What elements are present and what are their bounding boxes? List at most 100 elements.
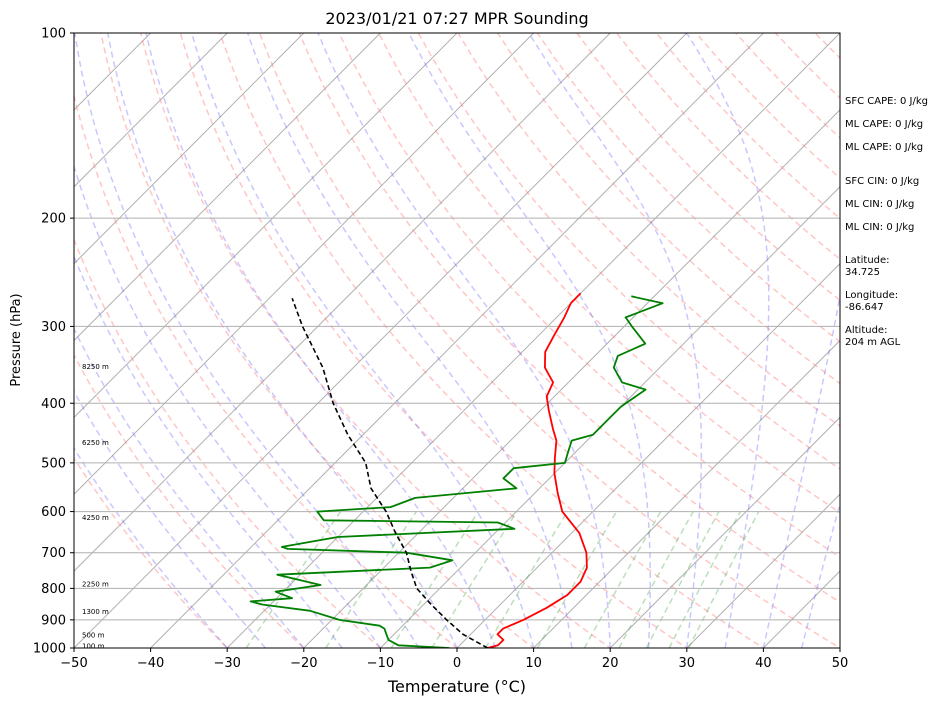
height-label: 1300 m xyxy=(82,608,109,616)
background-lines xyxy=(74,33,840,648)
y-tick-label: 400 xyxy=(41,397,66,412)
dry-adiabat-line xyxy=(74,92,459,648)
x-tick-label: −20 xyxy=(290,656,317,671)
mixing-ratio-line xyxy=(668,511,741,648)
x-axis-label: Temperature (°C) xyxy=(387,677,526,696)
stat-text: -86.647 xyxy=(845,302,884,313)
y-tick-label: 900 xyxy=(41,613,66,628)
y-tick-label: 600 xyxy=(41,505,66,520)
moist-adiabat-line xyxy=(408,33,651,648)
moist-adiabat-line xyxy=(74,33,420,648)
moist-adiabat-line xyxy=(800,501,840,648)
isotherm-line xyxy=(74,33,688,648)
isotherm-line xyxy=(533,339,840,648)
temperature-profile xyxy=(487,292,588,648)
mixing-ratio-line xyxy=(688,511,760,648)
moist-adiabat-line xyxy=(74,163,382,648)
dry-adiabat-line xyxy=(298,33,840,603)
x-tick-label: −40 xyxy=(137,656,164,671)
moist-adiabat-line xyxy=(686,33,770,648)
y-tick-label: 100 xyxy=(41,27,66,42)
stat-text: Longitude: xyxy=(845,290,898,301)
dry-adiabat-line xyxy=(219,33,765,648)
isotherm-line xyxy=(74,33,458,419)
height-label: 4250 m xyxy=(82,514,109,522)
stat-text: ML CIN: 0 J/kg xyxy=(845,222,914,233)
dry-adiabat-line xyxy=(377,33,840,514)
x-tick-label: −50 xyxy=(60,656,87,671)
y-axis-label: Pressure (hPa) xyxy=(9,293,24,386)
moist-adiabat-line xyxy=(145,33,497,648)
isotherm-line xyxy=(226,33,840,648)
stat-text: ML CAPE: 0 J/kg xyxy=(845,142,923,153)
sounding-profiles xyxy=(249,292,664,648)
x-tick-label: −10 xyxy=(367,656,394,671)
moist-adiabat-line xyxy=(762,291,840,648)
isotherm-line xyxy=(609,416,840,648)
y-tick-label: 1000 xyxy=(33,642,66,657)
x-axis-ticks: −50 −40 −30 −20 −10 0 10 20 30 40 50 xyxy=(60,648,848,671)
x-tick-label: 50 xyxy=(832,656,849,671)
dry-adiabat-line xyxy=(74,237,382,648)
moist-adiabat-line xyxy=(246,33,573,648)
dry-adiabat-line xyxy=(179,33,689,648)
isotherm-line xyxy=(686,493,840,648)
isotherm-line xyxy=(380,186,840,648)
isotherm-line xyxy=(74,33,381,342)
isotherm-line xyxy=(303,109,840,648)
x-tick-label: −30 xyxy=(213,656,240,671)
height-label: 100 m xyxy=(82,642,105,650)
moist-adiabat-line xyxy=(106,33,458,648)
dry-adiabat-line xyxy=(74,456,229,648)
stat-text: Altitude: xyxy=(845,325,887,336)
dry-adiabat-line xyxy=(74,353,305,648)
mixing-ratio-line xyxy=(484,511,569,648)
isotherm-line xyxy=(74,33,228,188)
stat-text: ML CAPE: 0 J/kg xyxy=(845,119,923,130)
isotherm-line xyxy=(74,33,534,495)
stat-text: Latitude: xyxy=(845,255,890,266)
height-label: 2250 m xyxy=(82,580,109,588)
isotherm-line xyxy=(74,33,305,265)
dry-adiabat-line xyxy=(100,33,535,648)
x-tick-label: 30 xyxy=(679,656,696,671)
moist-adiabat-line xyxy=(74,446,228,648)
y-tick-label: 300 xyxy=(41,320,66,335)
y-axis-ticks: 100 200 300 400 500 600 700 800 900 1000 xyxy=(33,27,74,657)
height-label: 8250 m xyxy=(82,363,109,371)
dry-adiabat-line xyxy=(338,33,840,558)
mixing-ratio-line xyxy=(536,511,618,648)
sounding-stats: SFC CAPE: 0 J/kg ML CAPE: 0 J/kg ML CAPE: … xyxy=(845,96,928,348)
height-label: 6250 m xyxy=(82,439,109,447)
parcel-profile xyxy=(291,298,488,648)
y-tick-label: 700 xyxy=(41,546,66,561)
moist-adiabat-line xyxy=(190,33,535,648)
x-tick-label: 20 xyxy=(602,656,619,671)
mixing-ratio-line xyxy=(645,511,720,648)
stat-text: SFC CAPE: 0 J/kg xyxy=(845,96,928,107)
mixing-ratio-line xyxy=(618,511,694,648)
dry-adiabat-line xyxy=(139,33,612,648)
stat-text: 34.725 xyxy=(845,267,880,278)
isotherm-line xyxy=(456,262,840,648)
dewpoint-profile xyxy=(249,295,664,648)
height-label: 500 m xyxy=(82,631,105,639)
x-tick-label: 40 xyxy=(755,656,772,671)
isotherm-line xyxy=(150,33,764,648)
isotherm-line xyxy=(74,33,611,572)
stat-text: ML CIN: 0 J/kg xyxy=(845,199,914,210)
stat-text: SFC CIN: 0 J/kg xyxy=(845,176,919,187)
y-tick-label: 200 xyxy=(41,212,66,227)
height-labels: 100 m 500 m 1300 m 2250 m 4250 m 6250 m 8250 m xyxy=(82,363,109,650)
dry-adiabat-line xyxy=(576,33,840,302)
isobars xyxy=(74,33,840,648)
y-tick-label: 500 xyxy=(41,456,66,471)
moist-adiabat-line xyxy=(528,33,703,648)
moist-adiabat-line xyxy=(74,254,343,648)
stat-text: 204 m AGL xyxy=(845,337,901,348)
y-tick-label: 800 xyxy=(41,582,66,597)
dry-adiabat-line xyxy=(258,33,840,648)
x-tick-label: 10 xyxy=(525,656,542,671)
moist-adiabat-line xyxy=(317,33,611,648)
